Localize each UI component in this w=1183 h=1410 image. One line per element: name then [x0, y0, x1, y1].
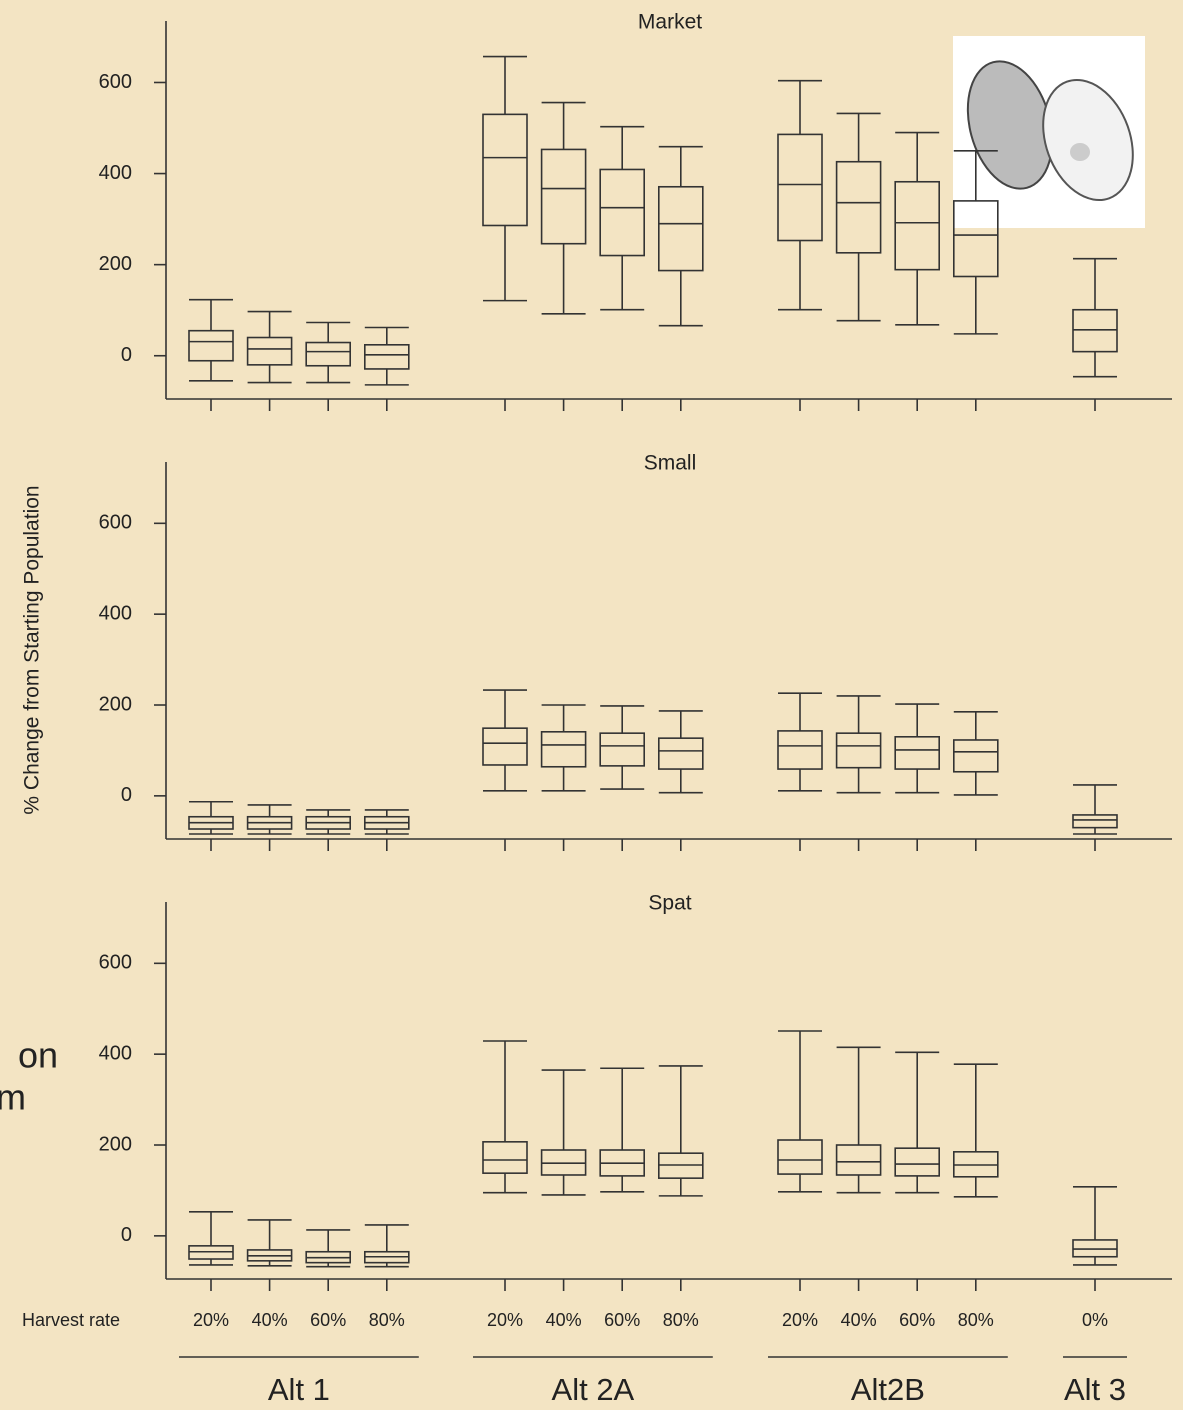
box — [540, 731, 587, 768]
box — [952, 739, 999, 773]
y-tick-label: 400 — [99, 602, 132, 624]
box — [835, 160, 882, 254]
x-tick-label: 20% — [487, 1310, 523, 1330]
box — [363, 344, 410, 370]
box — [305, 341, 352, 367]
box — [777, 1139, 823, 1175]
x-tick-label: 20% — [193, 1310, 229, 1330]
x-axis-label: Harvest rate — [22, 1310, 120, 1330]
x-tick-label: 40% — [841, 1310, 877, 1330]
panel-title: Small — [644, 452, 697, 475]
y-tick-label: 600 — [99, 512, 132, 534]
box — [540, 148, 587, 245]
group-label: Alt 2A — [552, 1372, 635, 1407]
x-tick-label: 60% — [899, 1310, 935, 1330]
y-tick-label: 0 — [121, 784, 132, 806]
x-tick-label: 0% — [1082, 1310, 1108, 1330]
panel-title: Market — [638, 11, 702, 34]
box — [657, 185, 704, 272]
y-tick-label: 400 — [99, 162, 132, 184]
y-axis-label: % Change from Starting Population — [21, 485, 44, 814]
box — [835, 1144, 882, 1176]
box — [1072, 814, 1118, 829]
box — [894, 1147, 941, 1177]
x-tick-label: 40% — [252, 1310, 288, 1330]
box — [657, 737, 704, 770]
x-tick-label: 80% — [958, 1310, 994, 1330]
y-tick-label: 600 — [99, 952, 132, 974]
box — [599, 168, 646, 257]
slide-text: m — [0, 1077, 26, 1118]
box — [835, 732, 882, 769]
box — [188, 329, 234, 362]
box — [482, 113, 528, 227]
x-tick-label: 40% — [546, 1310, 582, 1330]
y-tick-label: 0 — [121, 344, 132, 366]
y-tick-label: 400 — [99, 1042, 132, 1064]
box — [599, 732, 646, 767]
box — [894, 736, 941, 770]
group-label: Alt 1 — [268, 1372, 330, 1407]
slide-text: on — [18, 1035, 58, 1076]
x-tick-label: 60% — [604, 1310, 640, 1330]
box — [482, 1141, 528, 1174]
x-tick-label: 20% — [782, 1310, 818, 1330]
x-tick-label: 60% — [310, 1310, 346, 1330]
group-label: Alt 3 — [1064, 1372, 1126, 1407]
box — [894, 180, 941, 271]
y-tick-label: 200 — [99, 693, 132, 715]
box — [777, 730, 823, 770]
box — [1072, 308, 1118, 353]
box — [952, 200, 999, 278]
x-tick-label: 80% — [663, 1310, 699, 1330]
y-tick-label: 200 — [99, 253, 132, 275]
box — [482, 727, 528, 766]
box — [777, 133, 823, 242]
y-tick-label: 0 — [121, 1224, 132, 1246]
box — [246, 336, 293, 366]
x-tick-label: 80% — [369, 1310, 405, 1330]
y-tick-label: 600 — [99, 71, 132, 93]
oyster-image — [953, 36, 1145, 228]
group-label: Alt2B — [851, 1372, 925, 1407]
panel-title: Spat — [648, 892, 691, 915]
y-tick-label: 200 — [99, 1133, 132, 1155]
